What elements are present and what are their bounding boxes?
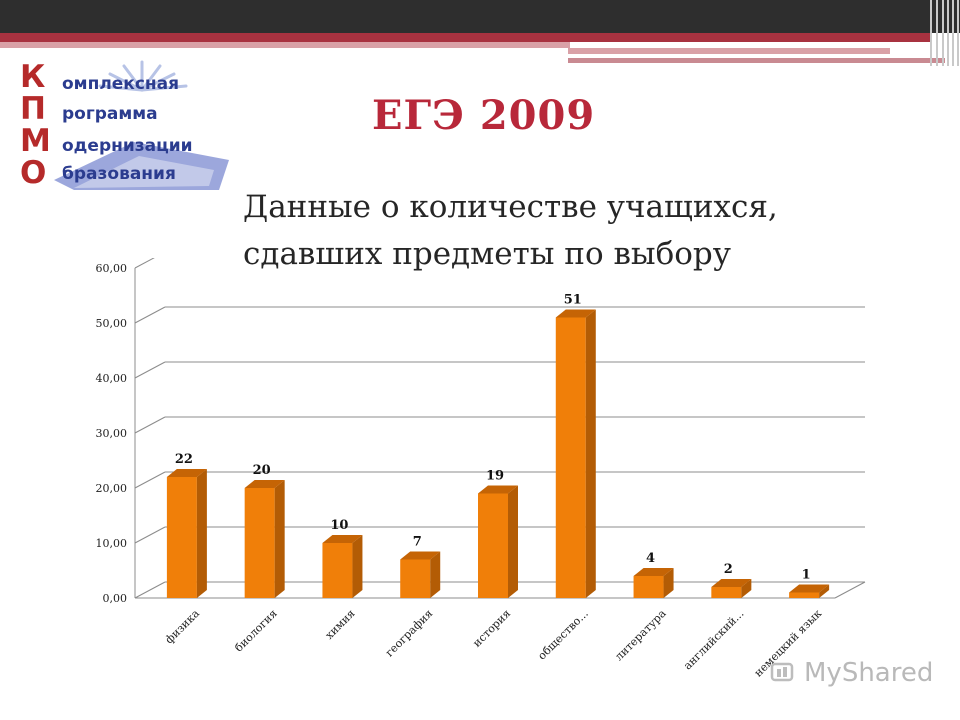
bar-side [819,584,830,598]
bar-top [244,480,285,488]
bar [789,592,820,598]
bar-top [322,535,363,543]
data-label: 19 [486,469,504,484]
y-tick-label: 0,00 [103,592,128,605]
x-tick-label: история [470,607,513,650]
logo-sunburst-icon [54,60,229,190]
data-label: 1 [802,568,811,583]
top-dark-bar [0,0,960,33]
bar [555,317,586,598]
bar [633,576,664,598]
data-label: 10 [330,518,348,533]
kpmo-logo: К П М О омплексная рограмма одернизации … [14,60,234,196]
decor-stripe [0,42,570,48]
bar-chart: 0,00 10,00 20,00 30,00 40,00 50,00 60,00 22 физи… [96,258,866,679]
gridline-diagonal [134,526,166,544]
bar-side [663,568,674,598]
floor-edge [834,581,866,599]
decor-stripe [568,48,890,54]
bar [166,477,197,598]
data-label: 22 [175,452,193,467]
bar [244,488,275,598]
bar [478,493,508,598]
y-tick-label: 50,00 [96,317,128,330]
bar [711,587,742,598]
decor-stripe [568,58,778,63]
x-tick-label: физика [163,607,203,647]
decor-vertical-stripes [928,0,960,66]
bar-side [274,480,285,598]
watermark-text: MyShared [804,658,934,688]
bar-top [789,584,830,593]
bar-side [508,485,518,598]
data-label: 4 [646,551,655,566]
gridline-diagonal [134,306,166,324]
bar-top [166,469,207,477]
slide-subtitle: Данные о количестве учащихся, сдавших пр… [243,189,778,272]
data-label: 20 [253,463,271,478]
top-red-stripe [0,33,930,42]
x-tick-label: география [383,607,435,659]
y-tick-label: 30,00 [96,427,128,440]
gridline-diagonal [134,416,166,434]
x-tick-label: химия [323,607,358,642]
x-tick-label: литература [612,607,669,664]
data-label: 2 [724,562,733,577]
data-label: 7 [413,535,422,550]
bar-top [400,551,441,560]
logo-letter: П [20,91,46,127]
slide-title: ЕГЭ 2009 [372,92,596,139]
bar-side [196,469,207,598]
bar-side [585,309,596,598]
gridline-diagonal [134,361,166,379]
bar [322,543,353,598]
y-tick-label: 10,00 [96,537,128,550]
decor-stripe [775,58,945,63]
logo-word: бразования [62,164,176,184]
logo-word: рограмма [62,104,158,124]
y-tick-label: 40,00 [96,372,128,385]
watermark-icon [770,662,794,682]
y-tick-label: 60,00 [96,262,128,275]
bar-top [711,579,752,587]
x-tick-label: биология [232,607,280,655]
gridline-diagonal [134,581,166,599]
logo-letter: О [20,155,47,191]
logo-word: одернизации [62,136,193,156]
bar-side [352,535,363,598]
data-label: 51 [564,293,582,308]
logo-letter: К [20,59,46,95]
x-tick-label: английский... [681,607,746,672]
bar-top [633,568,674,576]
bar-side [430,551,441,598]
logo-letter: М [20,123,51,159]
bar [400,559,431,598]
bar-top [478,485,518,494]
logo-word: омплексная [62,74,180,94]
gridline-diagonal [134,471,166,489]
gridline-diagonal [134,258,155,269]
y-tick-label: 20,00 [96,482,128,495]
bar-top [555,309,596,318]
x-tick-label: общество... [535,607,591,663]
bar-side [741,579,752,598]
